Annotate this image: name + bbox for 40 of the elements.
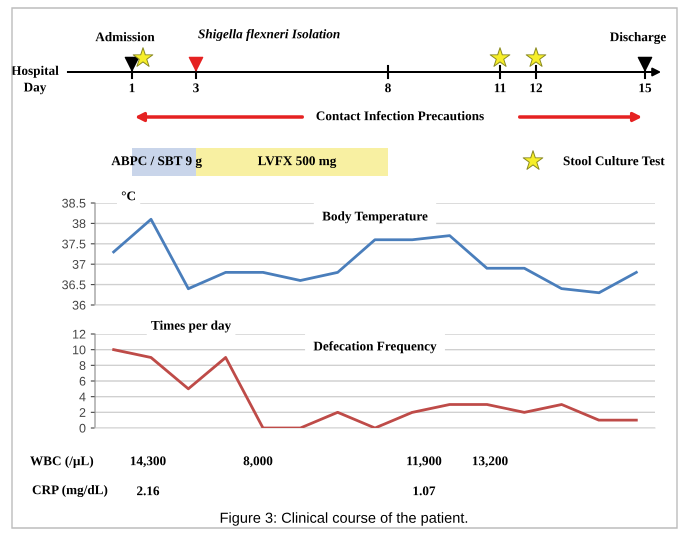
text: 11,900: [407, 456, 442, 468]
text: 11: [494, 83, 506, 92]
text: Admission: [95, 32, 154, 42]
y-tick-label: 37: [72, 260, 86, 269]
caption: Figure 3: Clinical course of the patient.: [220, 512, 468, 526]
text: Body Temperature: [322, 211, 428, 224]
text: Contact Infection Precautions: [316, 110, 484, 120]
text: 1: [130, 83, 135, 92]
text: 8: [385, 83, 391, 92]
y-tick-label: 4: [79, 392, 86, 402]
text: 3: [193, 83, 199, 92]
y-tick-label: 38: [72, 219, 86, 228]
y-tick-label: 36: [72, 300, 86, 310]
text: 12: [530, 83, 542, 92]
y-tick-label: 8: [80, 361, 86, 370]
text: 15: [639, 83, 652, 92]
text: Hospital Day: [11, 66, 59, 94]
text: 14,300: [130, 456, 166, 468]
text: Stool Culture Test: [564, 156, 665, 166]
text: 8,000: [244, 456, 272, 468]
text: Discharge: [610, 32, 666, 44]
y-tick-label: 12: [73, 330, 86, 339]
text: 2.16: [137, 486, 160, 496]
y-tick-label: 37.5: [62, 240, 86, 248]
text: LVFX 500 mg: [258, 156, 336, 168]
text: ABPC / SBT 9 g: [111, 156, 202, 168]
y-tick-label: 10: [73, 345, 86, 354]
y-tick-label: 36.5: [62, 280, 86, 290]
y-tick-label: 38.5: [62, 198, 86, 208]
y-tick-label: 2: [80, 408, 86, 417]
text: 13,200: [472, 456, 508, 468]
text: Shigella flexneri Isolation: [198, 28, 340, 42]
y-tick-label: 6: [80, 376, 86, 386]
y-axis-title: °C: [122, 191, 135, 200]
y-axis-title: Times per day: [151, 320, 232, 332]
text: WBC (/µL): [30, 456, 94, 468]
text: CRP (mg/dL): [32, 484, 108, 498]
y-tick-label: 0: [80, 424, 86, 433]
text: 1.07: [414, 486, 436, 496]
chart-title: Defecation Frequency: [314, 341, 436, 354]
